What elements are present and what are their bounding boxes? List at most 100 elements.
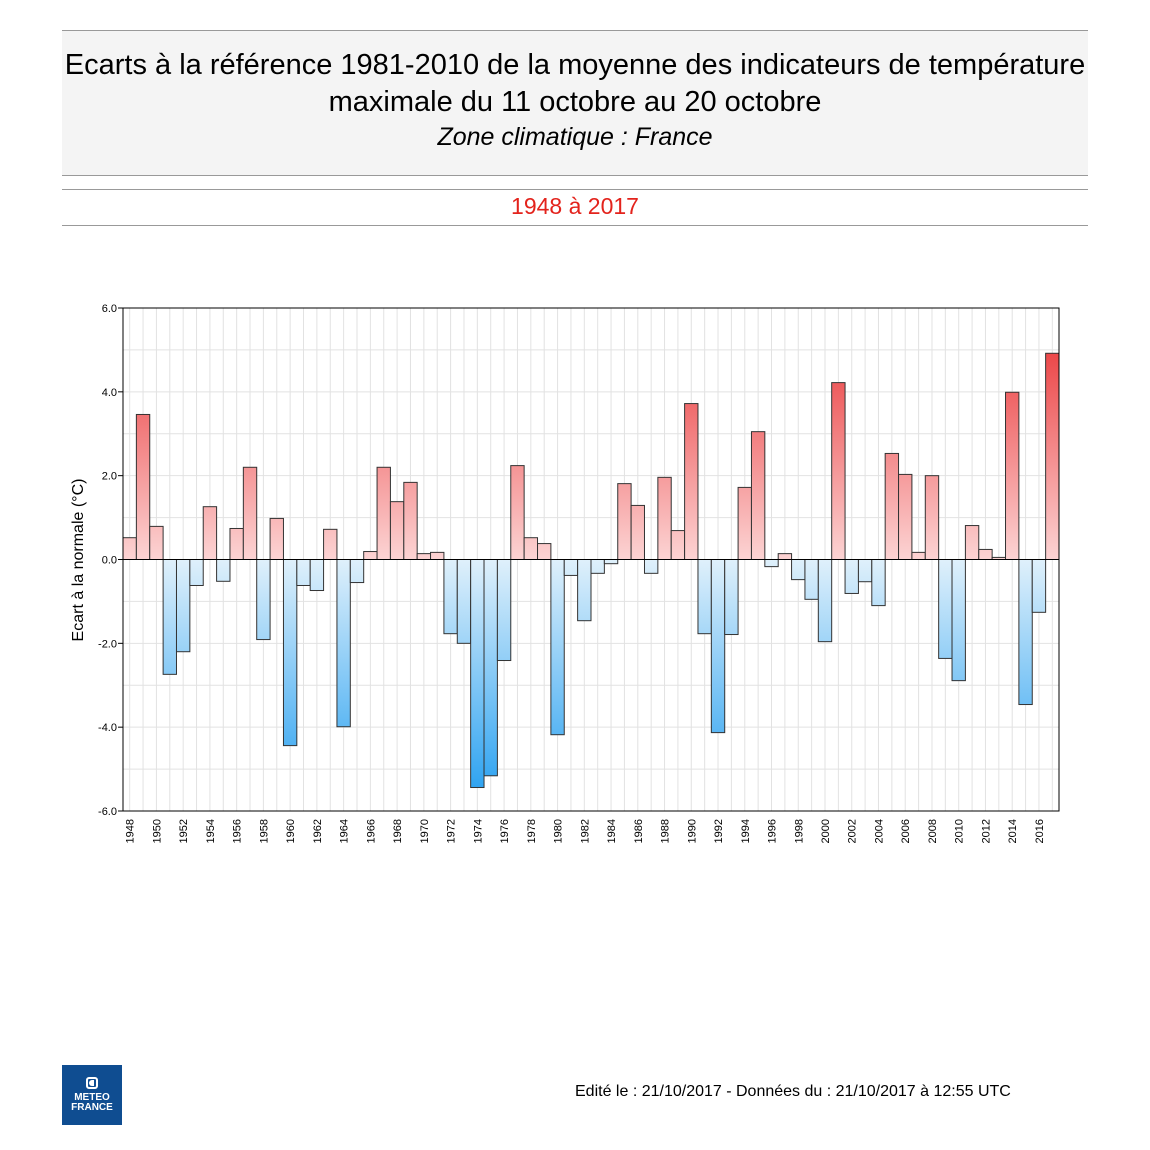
bar-1983	[590, 559, 605, 574]
bar-2005	[884, 452, 900, 560]
bar-1976	[496, 559, 512, 662]
y-axis-label: Ecart à la normale (°C)	[70, 479, 87, 642]
bar-2010	[951, 559, 966, 682]
bar-1984	[603, 559, 619, 565]
period-label: 1948 à 2017	[62, 189, 1088, 226]
x-tick-label: 1956	[232, 819, 244, 843]
x-tick-label: 1962	[312, 819, 324, 843]
x-tick-label: 1958	[258, 819, 270, 843]
bar-1992	[710, 559, 726, 734]
bar-1998	[791, 559, 806, 581]
x-tick-label: 1950	[151, 819, 163, 843]
bar-1955	[216, 559, 231, 582]
x-tick-label: 2002	[847, 819, 859, 843]
bar-1969	[403, 481, 418, 560]
bar-1982	[577, 559, 592, 622]
x-tick-label: 1984	[606, 819, 618, 843]
x-tick-label: 1948	[125, 819, 137, 843]
bar-2001	[831, 382, 846, 560]
bar-2006	[898, 473, 913, 561]
x-tick-label: 1968	[392, 819, 404, 843]
bar-2016	[1031, 559, 1047, 613]
bar-1960	[282, 559, 298, 747]
y-tick-label: -2.0	[98, 638, 117, 650]
y-tick-label: 2.0	[102, 471, 117, 483]
x-tick-label: 1982	[579, 819, 591, 843]
bar-1981	[563, 559, 579, 576]
x-tick-label: 1976	[499, 819, 511, 843]
bar-1965	[349, 559, 365, 584]
bar-1970	[416, 553, 432, 560]
x-tick-label: 1960	[285, 819, 297, 843]
bar-2008	[924, 475, 940, 560]
bar-1997	[777, 553, 793, 560]
bar-2003	[857, 559, 873, 583]
x-tick-label: 2000	[820, 819, 832, 843]
bar-1949	[135, 413, 151, 560]
bar-1995	[750, 431, 766, 561]
x-tick-label: 1966	[365, 819, 377, 843]
x-tick-label: 1992	[713, 819, 725, 843]
bar-1980	[550, 559, 565, 736]
bar-2002	[844, 559, 859, 594]
bar-1963	[323, 528, 338, 561]
bar-1950	[149, 525, 164, 560]
bar-1979	[537, 543, 552, 560]
x-tick-label: 1974	[472, 819, 484, 843]
bar-1956	[229, 527, 244, 561]
bar-1952	[175, 559, 191, 653]
bar-1978	[523, 537, 539, 560]
bar-2000	[817, 559, 833, 643]
bar-1974	[470, 559, 485, 789]
x-tick-label: 2010	[954, 819, 966, 843]
x-tick-label: 1990	[686, 819, 698, 843]
x-tick-label: 2006	[900, 819, 912, 843]
x-tick-label: 1996	[767, 819, 779, 843]
chart-title: Ecarts à la référence 1981-2010 de la mo…	[64, 49, 1086, 118]
chart-subtitle: Zone climatique : France	[437, 123, 713, 151]
bar-1988	[657, 476, 672, 560]
bar-2004	[871, 559, 886, 607]
x-tick-label: 1988	[660, 819, 672, 843]
bar-1962	[309, 559, 325, 592]
bar-1993	[724, 559, 739, 636]
bar-1958	[256, 559, 271, 641]
x-tick-label: 2012	[980, 819, 992, 843]
bar-1975	[483, 559, 498, 777]
y-tick-label: 6.0	[102, 303, 117, 315]
x-tick-label: 1980	[553, 819, 565, 843]
x-tick-label: 2008	[927, 819, 939, 843]
x-tick-label: 1986	[633, 819, 645, 843]
bar-1954	[202, 506, 218, 560]
x-tick-label: 1970	[419, 819, 431, 843]
bar-1948	[122, 537, 137, 560]
bar-1959	[269, 517, 284, 561]
bar-1966	[363, 551, 378, 560]
bar-2012	[978, 548, 993, 561]
bar-1957	[242, 466, 258, 560]
meteo-france-logo: METEO FRANCE	[62, 1065, 122, 1125]
x-tick-label: 2014	[1007, 819, 1019, 843]
bar-1973	[456, 559, 472, 644]
title-box: Ecarts à la référence 1981-2010 de la mo…	[62, 30, 1088, 176]
bar-2011	[964, 525, 980, 560]
bar-1968	[389, 501, 405, 560]
bar-1951	[162, 559, 177, 675]
bar-1964	[336, 559, 351, 728]
bar-1967	[376, 466, 391, 560]
bar-1985	[617, 483, 632, 560]
bar-1991	[697, 559, 712, 635]
x-tick-label: 1994	[740, 819, 752, 843]
bar-2017	[1045, 352, 1060, 560]
y-tick-label: 0.0	[102, 555, 117, 567]
bar-1971	[430, 551, 445, 560]
bar-2009	[938, 559, 953, 659]
y-tick-label: -6.0	[98, 806, 117, 818]
bar-1989	[670, 530, 686, 561]
x-tick-label: 1954	[205, 819, 217, 843]
bar-1986	[630, 504, 645, 560]
y-tick-label: -4.0	[98, 722, 117, 734]
bar-1977	[510, 465, 525, 560]
bar-1961	[296, 559, 311, 586]
